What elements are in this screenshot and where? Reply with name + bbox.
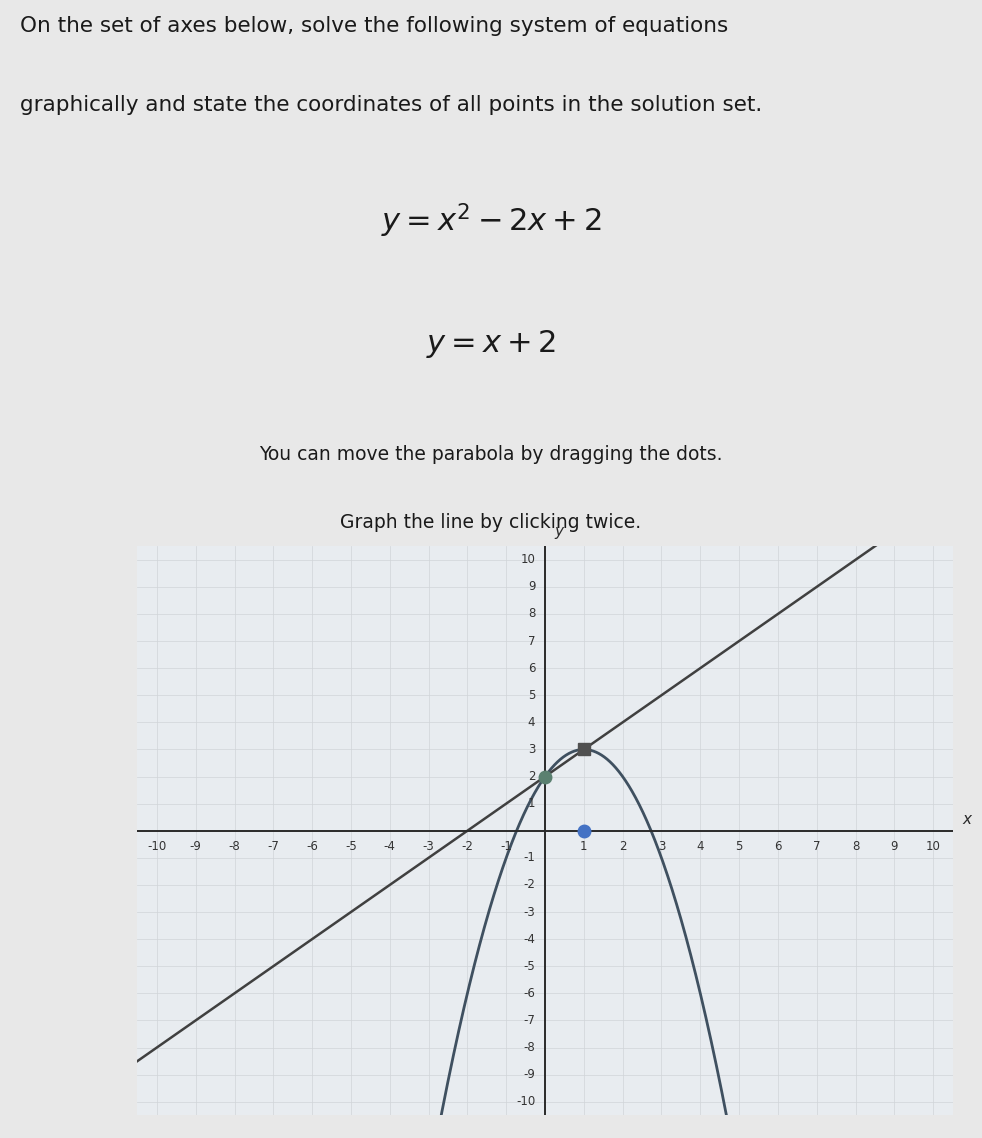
Text: y: y [555, 525, 564, 539]
Text: 3: 3 [528, 743, 535, 756]
Text: graphically and state the coordinates of all points in the solution set.: graphically and state the coordinates of… [20, 96, 762, 115]
Text: -5: -5 [345, 840, 356, 854]
Text: -7: -7 [523, 1014, 535, 1026]
Text: 5: 5 [528, 688, 535, 702]
Text: 5: 5 [736, 840, 742, 854]
Text: 2: 2 [619, 840, 627, 854]
Text: $y = x + 2$: $y = x + 2$ [426, 328, 556, 360]
Text: -2: -2 [523, 879, 535, 891]
Text: On the set of axes below, solve the following system of equations: On the set of axes below, solve the foll… [20, 16, 728, 36]
Text: Graph the line by clicking twice.: Graph the line by clicking twice. [341, 513, 641, 533]
Text: -1: -1 [500, 840, 513, 854]
Text: -3: -3 [422, 840, 434, 854]
Text: -2: -2 [462, 840, 473, 854]
Text: -10: -10 [517, 1095, 535, 1108]
Text: x: x [962, 811, 971, 826]
Text: 3: 3 [658, 840, 665, 854]
Text: 7: 7 [813, 840, 820, 854]
Text: 10: 10 [520, 553, 535, 567]
Text: -9: -9 [190, 840, 201, 854]
Text: 6: 6 [774, 840, 782, 854]
Text: -5: -5 [523, 959, 535, 973]
Text: You can move the parabola by dragging the dots.: You can move the parabola by dragging th… [259, 445, 723, 463]
Text: -1: -1 [523, 851, 535, 865]
Text: 8: 8 [851, 840, 859, 854]
Text: -4: -4 [384, 840, 396, 854]
Text: -6: -6 [523, 987, 535, 1000]
Text: -4: -4 [523, 933, 535, 946]
Text: 10: 10 [926, 840, 941, 854]
Text: -10: -10 [147, 840, 167, 854]
Text: -8: -8 [229, 840, 241, 854]
Text: 1: 1 [580, 840, 587, 854]
Text: -9: -9 [523, 1069, 535, 1081]
Text: -6: -6 [306, 840, 318, 854]
Text: 4: 4 [696, 840, 704, 854]
Text: 8: 8 [528, 608, 535, 620]
Text: -8: -8 [523, 1041, 535, 1054]
Text: $y = x^2 - 2x + 2$: $y = x^2 - 2x + 2$ [381, 201, 601, 240]
Text: 6: 6 [527, 661, 535, 675]
Text: -3: -3 [523, 906, 535, 918]
Text: 2: 2 [527, 770, 535, 783]
Text: -7: -7 [267, 840, 279, 854]
Text: 1: 1 [527, 797, 535, 810]
Text: 9: 9 [527, 580, 535, 593]
Text: 9: 9 [891, 840, 899, 854]
Text: 7: 7 [527, 635, 535, 648]
Text: 4: 4 [527, 716, 535, 728]
